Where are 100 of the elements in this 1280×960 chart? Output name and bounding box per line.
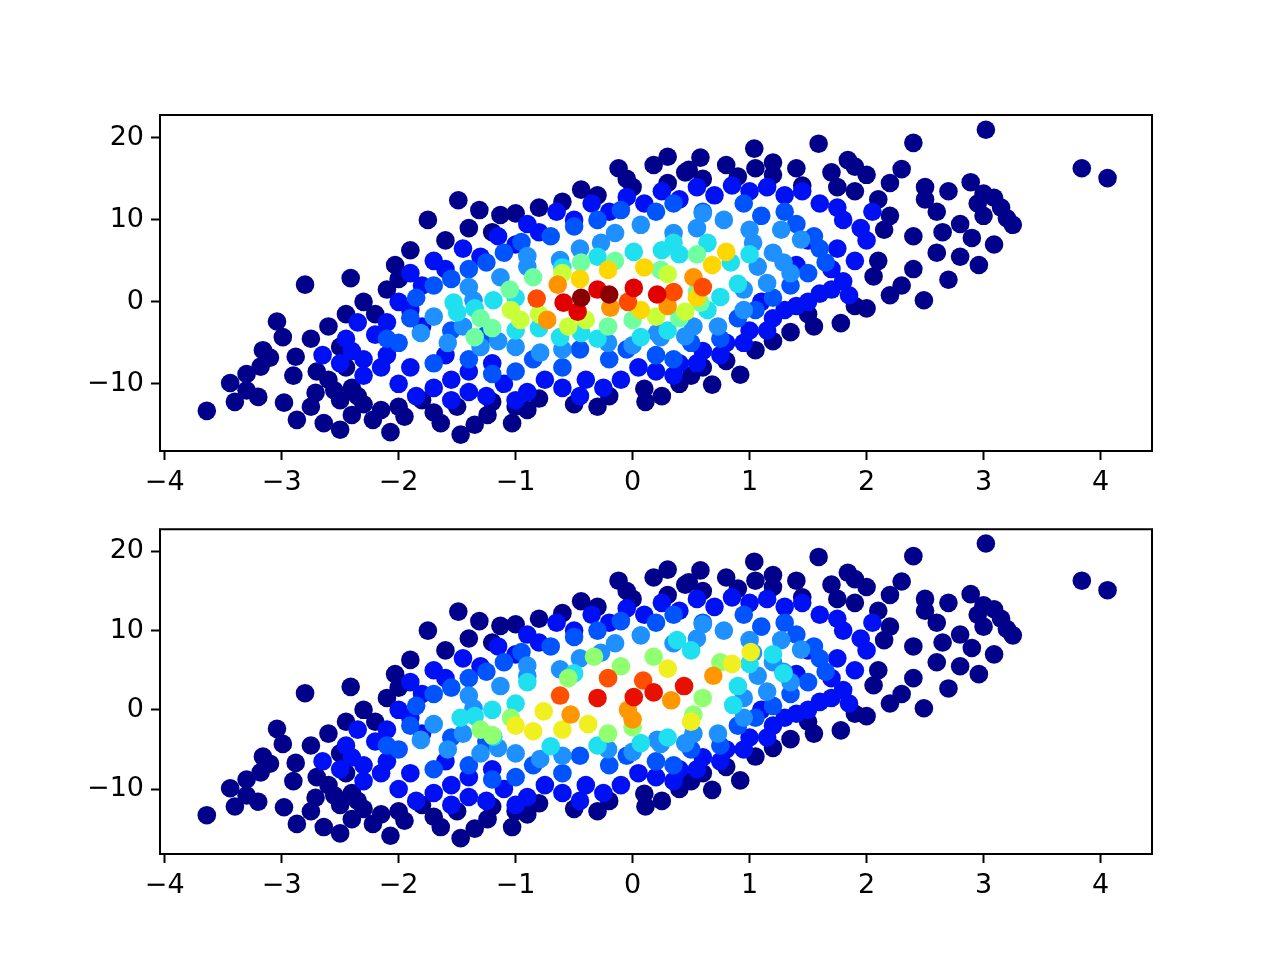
y-tick-label: 10	[109, 612, 144, 644]
point	[578, 714, 598, 734]
point	[646, 613, 666, 632]
y-tick-label: 20	[109, 533, 144, 565]
point	[570, 746, 590, 766]
point	[482, 364, 502, 384]
point	[763, 288, 783, 308]
point	[494, 652, 514, 672]
point	[757, 273, 777, 293]
point	[667, 630, 687, 650]
point	[714, 621, 734, 640]
point	[541, 226, 561, 246]
point	[751, 206, 771, 226]
point	[541, 736, 561, 756]
point	[459, 686, 479, 705]
point	[598, 668, 618, 688]
point	[734, 194, 754, 213]
point	[554, 293, 573, 312]
point	[722, 654, 742, 674]
point	[424, 714, 444, 734]
point	[424, 307, 444, 326]
point	[558, 317, 578, 336]
point	[459, 755, 479, 775]
point	[740, 245, 759, 264]
point	[377, 736, 397, 755]
point	[484, 290, 503, 310]
point	[530, 749, 550, 769]
point	[751, 617, 771, 636]
point	[453, 724, 473, 743]
point	[518, 672, 537, 692]
point	[506, 767, 525, 787]
y-tick-label: −10	[87, 771, 144, 803]
point	[775, 202, 794, 221]
point	[465, 327, 484, 347]
point	[491, 267, 510, 287]
point	[635, 258, 654, 277]
point	[406, 696, 426, 716]
point	[599, 285, 619, 304]
y-tick-label: 10	[109, 201, 144, 233]
point	[459, 259, 479, 279]
x-tick-label: 1	[740, 868, 759, 900]
point	[631, 733, 651, 753]
y-tick-label: 20	[109, 119, 144, 151]
y-tick-label: 0	[126, 691, 144, 723]
point	[757, 682, 777, 701]
x-tick-label: 0	[624, 465, 642, 497]
point	[675, 326, 695, 346]
point	[681, 641, 701, 660]
point	[537, 310, 557, 330]
point	[633, 671, 653, 690]
point	[598, 724, 618, 743]
point	[652, 240, 672, 260]
point	[491, 676, 510, 696]
point	[561, 705, 580, 724]
point	[816, 253, 835, 272]
point	[438, 740, 458, 759]
point	[644, 683, 663, 702]
point	[644, 647, 663, 667]
x-tick-label: 2	[857, 465, 876, 497]
point	[588, 329, 607, 349]
point	[438, 333, 458, 353]
point	[647, 285, 667, 304]
point	[623, 710, 642, 729]
point	[588, 247, 607, 267]
point	[664, 194, 683, 213]
point	[611, 611, 631, 631]
point	[506, 716, 525, 735]
point	[506, 362, 525, 381]
point	[728, 676, 748, 696]
point	[605, 633, 625, 653]
point	[711, 287, 730, 307]
point	[687, 245, 707, 264]
point	[693, 688, 713, 708]
x-tick-label: 3	[974, 868, 993, 900]
x-tick-label: −4	[144, 465, 185, 497]
point	[716, 242, 736, 262]
point	[723, 695, 743, 715]
point	[714, 210, 734, 230]
point	[571, 288, 591, 308]
x-tick-label: −3	[261, 465, 302, 497]
point	[728, 274, 748, 294]
point	[631, 626, 651, 645]
point	[584, 647, 604, 667]
point	[401, 716, 420, 735]
x-tick-label: −2	[378, 868, 419, 900]
point	[791, 230, 811, 249]
point	[675, 302, 695, 321]
point	[588, 210, 607, 230]
point	[658, 321, 677, 340]
point	[558, 668, 578, 688]
x-tick-label: 2	[857, 868, 876, 900]
point	[482, 318, 502, 338]
point	[530, 343, 550, 362]
x-tick-label: −4	[144, 868, 185, 900]
point	[424, 759, 444, 779]
point	[482, 770, 502, 789]
point	[658, 264, 677, 284]
x-tick-label: −1	[495, 868, 536, 900]
point	[377, 329, 397, 349]
point	[618, 292, 638, 312]
